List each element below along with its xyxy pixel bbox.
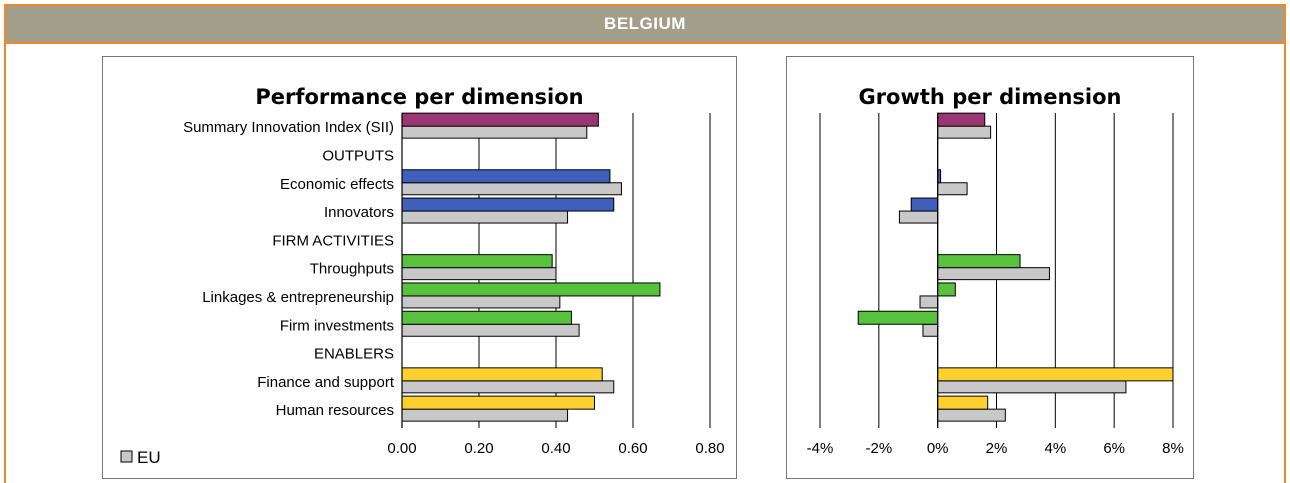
- eu-bar: [401, 323, 580, 337]
- x-tick-label: 0.60: [618, 440, 647, 457]
- country-bar: [937, 112, 986, 127]
- x-tick-label: 2%: [986, 440, 1008, 457]
- x-tick-label: 0.00: [387, 440, 416, 457]
- country-bar: [401, 197, 615, 212]
- country-bar: [857, 310, 939, 325]
- x-tick-label: 0.40: [541, 440, 570, 457]
- x-tick-label: -2%: [865, 440, 892, 457]
- eu-bar: [937, 182, 968, 196]
- category-label: Summary Innovation Index (SII): [183, 119, 394, 136]
- country-bar: [937, 254, 1021, 269]
- eu-bar: [937, 380, 1127, 394]
- growth-chart: -4% -2% 0% 2% 4% 6% 8%: [807, 112, 1184, 457]
- country-bar: [937, 367, 1174, 382]
- x-tick-label: 0%: [927, 440, 949, 457]
- country-frame: BELGIUM: [4, 4, 1286, 483]
- eu-bar: [401, 267, 557, 281]
- eu-bar: [401, 210, 569, 224]
- eu-bar: [401, 408, 569, 422]
- x-tick-label: -4%: [807, 440, 834, 457]
- x-tick-label: 0.20: [464, 440, 493, 457]
- country-bar: [910, 197, 939, 212]
- eu-bar: [401, 295, 561, 309]
- country-bar: [401, 254, 553, 269]
- growth-chart-title: Growth per dimension: [858, 85, 1122, 109]
- country-bar: [937, 282, 956, 297]
- category-label: Throughputs: [310, 261, 394, 278]
- performance-chart-title: Performance per dimension: [255, 85, 584, 109]
- x-tick-label: 8%: [1162, 440, 1184, 457]
- eu-bar: [401, 182, 622, 196]
- category-label: Firm investments: [280, 317, 394, 334]
- category-label: Innovators: [324, 204, 394, 221]
- category-label: OUTPUTS: [322, 147, 394, 164]
- country-banner: BELGIUM: [6, 6, 1284, 44]
- country-name: BELGIUM: [604, 14, 686, 33]
- country-bar: [401, 367, 603, 382]
- country-bar: [401, 395, 595, 410]
- category-label: Economic effects: [280, 176, 394, 193]
- x-tick-label: 0.80: [695, 440, 724, 457]
- category-label: Finance and support: [257, 374, 395, 391]
- eu-bar: [898, 210, 939, 224]
- eu-bar: [401, 125, 588, 139]
- eu-bar: [922, 323, 939, 337]
- category-label: Linkages & entrepreneurship: [202, 289, 394, 306]
- country-bar: [937, 395, 989, 410]
- legend-eu-label: EU: [137, 448, 161, 467]
- eu-bar: [937, 408, 1006, 422]
- country-bar: [401, 169, 611, 184]
- performance-panel: Performance per dimension 0.00 0.20 0.40 0.…: [102, 56, 737, 479]
- country-bar: [401, 112, 599, 127]
- country-bar: [401, 282, 661, 297]
- growth-panel: Growth per dimension -4% -2% 0% 2% 4% 6% 8%: [786, 56, 1194, 479]
- performance-chart: 0.00 0.20 0.40 0.60 0.80 Summary Innovation I…: [120, 112, 725, 467]
- category-label: ENABLERS: [314, 346, 394, 363]
- category-label: Human resources: [276, 402, 394, 419]
- x-tick-label: 6%: [1103, 440, 1125, 457]
- eu-bar: [937, 125, 992, 139]
- legend-eu-swatch: [120, 450, 133, 463]
- eu-bar: [937, 267, 1050, 281]
- eu-bar: [919, 295, 939, 309]
- country-bar: [401, 310, 572, 325]
- eu-bar: [401, 380, 615, 394]
- x-tick-label: 4%: [1044, 440, 1066, 457]
- category-label: FIRM ACTIVITIES: [272, 232, 394, 249]
